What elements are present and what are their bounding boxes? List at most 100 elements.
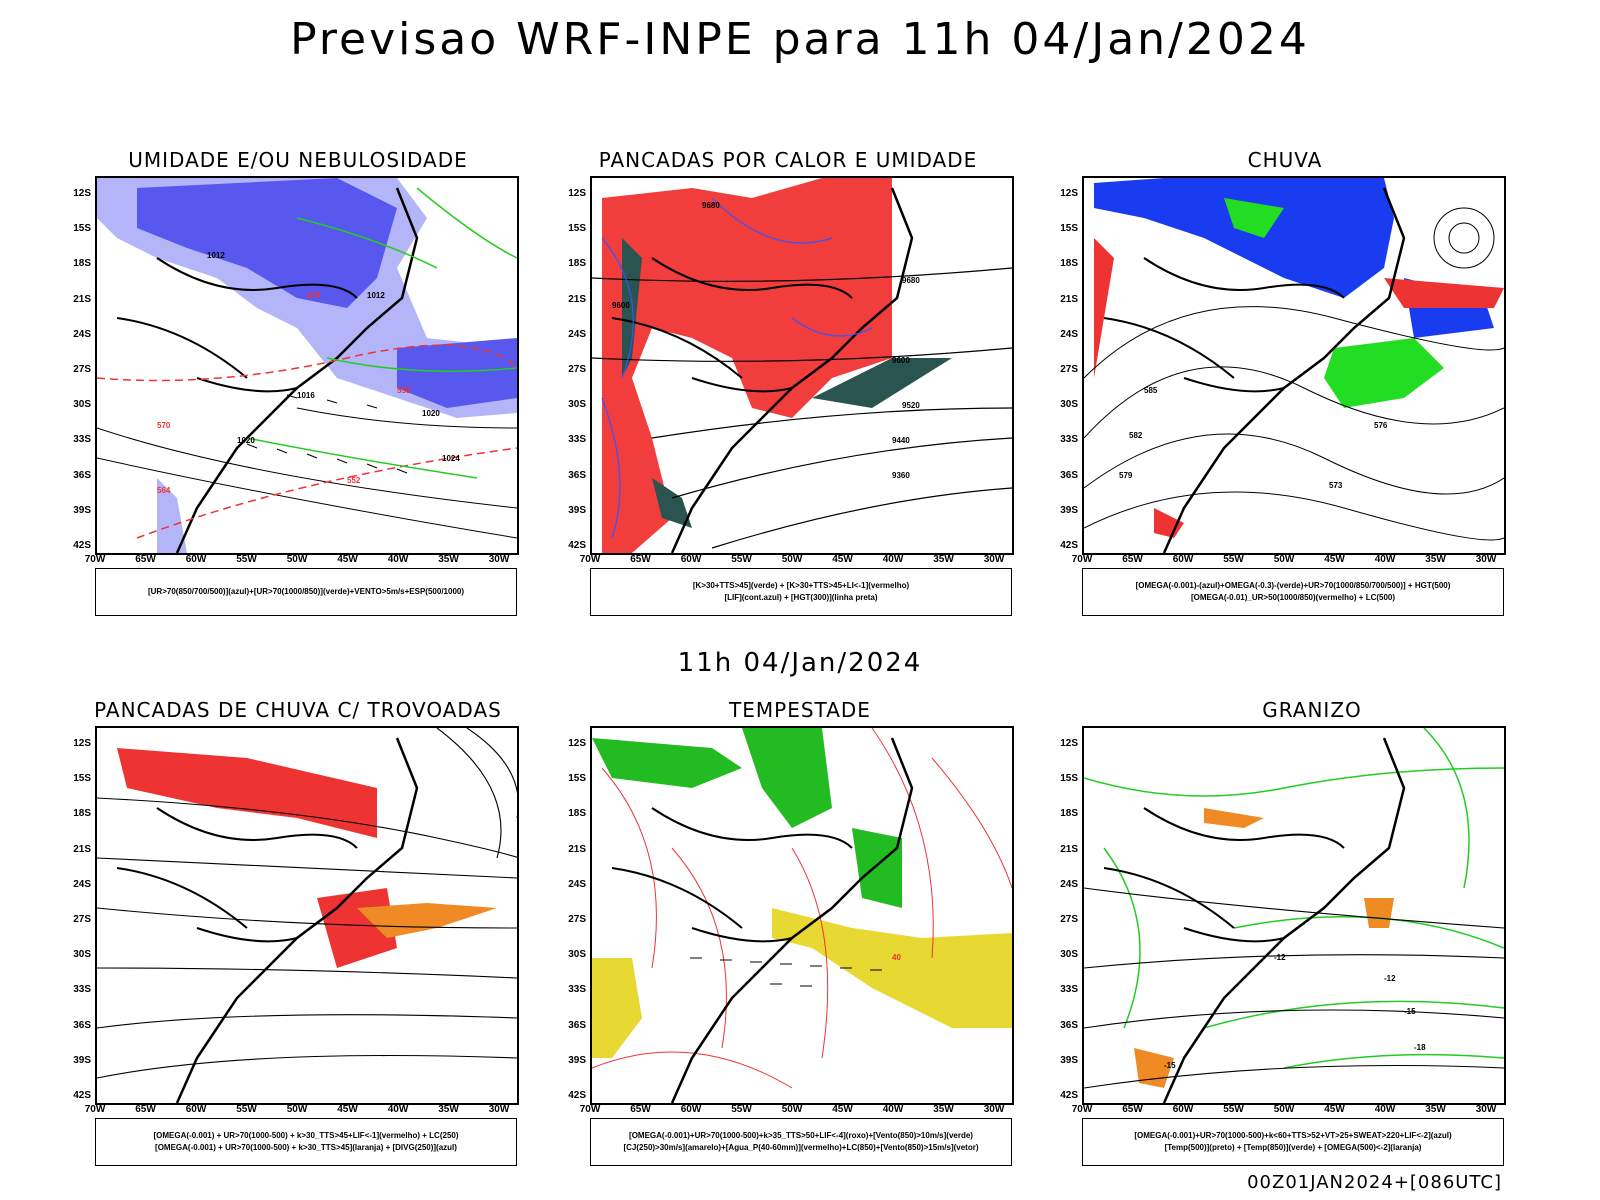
longitude-tick-label: 50W bbox=[1273, 1104, 1295, 1115]
latitude-tick-label: 39S bbox=[1060, 1054, 1078, 1066]
longitude-tick-label: 30W bbox=[983, 1104, 1005, 1115]
map-panel-granizo[interactable]: -12 -15 -18 -15 -12 bbox=[1082, 726, 1506, 1105]
legend-trovoadas: [OMEGA(-0.001) + UR>70(1000-500) + k>30_… bbox=[95, 1118, 517, 1166]
map-panel-trovoadas[interactable] bbox=[95, 726, 519, 1105]
map-panel-tempestade[interactable]: 40 bbox=[590, 726, 1014, 1105]
longitude-tick-label: 65W bbox=[135, 1104, 156, 1115]
longitude-tick-label: 45W bbox=[337, 554, 358, 565]
latitude-tick-label: 39S bbox=[1060, 504, 1078, 516]
longitude-tick-label: 50W bbox=[286, 554, 308, 565]
orange-hail-spots bbox=[1134, 808, 1394, 1088]
contour-label: 582 bbox=[1129, 431, 1143, 440]
legend-pancadas-calor: [K>30+TTS>45](verde) + [K>30+TTS>45+LI<-… bbox=[590, 568, 1012, 616]
longitude-tick-label: 55W bbox=[236, 554, 257, 565]
longitude-tick-label: 40W bbox=[1374, 1104, 1396, 1115]
latitude-tick-label: 36S bbox=[73, 1019, 91, 1031]
isobar-lines bbox=[97, 407, 517, 539]
longitude-tick-label: 45W bbox=[832, 1104, 853, 1115]
latitude-tick-label: 18S bbox=[568, 808, 586, 820]
latitude-tick-label: 30S bbox=[1060, 399, 1078, 411]
latitude-tick-label: 27S bbox=[568, 364, 586, 375]
thickness-red-lines bbox=[97, 344, 517, 539]
contour-label: 1016 bbox=[297, 391, 315, 400]
latitude-tick-label: 30S bbox=[1060, 949, 1078, 961]
latitude-tick-label: 33S bbox=[73, 434, 91, 446]
latitude-tick-label: 33S bbox=[568, 984, 586, 996]
longitude-tick-label: 55W bbox=[731, 1104, 752, 1115]
longitude-tick-label: 30W bbox=[488, 554, 510, 565]
longitude-tick-label: 45W bbox=[337, 1104, 358, 1115]
latitude-tick-label: 15S bbox=[73, 773, 91, 785]
latitude-tick-label: 30S bbox=[73, 949, 91, 961]
latitude-tick-label: 42S bbox=[1060, 1090, 1078, 1101]
longitude-tick-label: 70W bbox=[84, 1104, 106, 1115]
longitude-tick-label: 55W bbox=[236, 1104, 257, 1115]
longitude-tick-label: 40W bbox=[882, 554, 904, 565]
latitude-tick-label: 12S bbox=[568, 188, 586, 199]
contour-label: -15 bbox=[1404, 1007, 1416, 1016]
longitude-tick-label: 50W bbox=[1273, 554, 1295, 565]
longitude-tick-label: 30W bbox=[488, 1104, 510, 1115]
green-contours bbox=[246, 187, 517, 479]
latitude-tick-label: 15S bbox=[1060, 773, 1078, 785]
latitude-tick-label: 42S bbox=[568, 540, 586, 551]
contour-label: -12 bbox=[1274, 953, 1286, 962]
border-lines bbox=[611, 807, 853, 943]
latitude-tick-label: 15S bbox=[1060, 223, 1078, 235]
wind-vectors bbox=[246, 394, 408, 474]
map-panel-chuva[interactable]: 585 582 579 576 573 bbox=[1082, 176, 1506, 555]
green-omega-area bbox=[1224, 198, 1444, 408]
border-lines bbox=[116, 807, 358, 943]
latitude-tick-label: 33S bbox=[73, 984, 91, 996]
latitude-tick-label: 27S bbox=[568, 914, 586, 925]
legend-tempestade: [OMEGA(-0.001)+UR>70(1000-500)+k>35_TTS>… bbox=[590, 1118, 1012, 1166]
latitude-tick-label: 18S bbox=[73, 258, 91, 270]
latitude-tick-label: 36S bbox=[1060, 469, 1078, 481]
longitude-tick-label: 35W bbox=[933, 554, 954, 565]
latitude-tick-label: 39S bbox=[73, 1054, 91, 1066]
contour-label: 9680 bbox=[902, 276, 920, 285]
latitude-tick-label: 12S bbox=[1060, 188, 1078, 199]
lif-blue-contours bbox=[601, 197, 873, 539]
latitude-tick-label: 42S bbox=[568, 1090, 586, 1101]
contour-label: -18 bbox=[1414, 1043, 1426, 1052]
contour-label: 40 bbox=[892, 953, 901, 962]
longitude-tick-label: 40W bbox=[882, 1104, 904, 1115]
contour-label: 579 bbox=[1119, 471, 1133, 480]
contour-label: 9520 bbox=[902, 401, 920, 410]
longitude-tick-label: 50W bbox=[781, 554, 803, 565]
longitude-tick-label: 55W bbox=[1223, 554, 1244, 565]
latitude-tick-label: 27S bbox=[1060, 914, 1078, 925]
longitude-tick-label: 30W bbox=[1475, 1104, 1497, 1115]
contour-label: 1024 bbox=[442, 454, 460, 463]
humidity-blue-south bbox=[157, 478, 187, 553]
longitude-tick-label: 65W bbox=[1122, 554, 1143, 565]
map-panel-umidade[interactable]: 1012 1012 1016 1020 1020 1024 576 570 56… bbox=[95, 176, 519, 555]
map-panel-pancadas-calor[interactable]: 9680 9680 9600 9600 9520 9440 9360 bbox=[590, 176, 1014, 555]
latitude-tick-label: 27S bbox=[73, 364, 91, 375]
latitude-tick-label: 33S bbox=[1060, 984, 1078, 996]
longitude-tick-label: 45W bbox=[1324, 554, 1345, 565]
legend-umidade: [UR>70(850/700/500)](azul)+[UR>70(1000/8… bbox=[95, 568, 517, 616]
longitude-tick-label: 35W bbox=[438, 1104, 459, 1115]
humidity-darkblue-area bbox=[137, 178, 397, 308]
contour-label: 9680 bbox=[702, 201, 720, 210]
contour-label: 9600 bbox=[892, 356, 910, 365]
latitude-tick-label: 30S bbox=[568, 399, 586, 411]
red-instability-area bbox=[602, 178, 892, 553]
mid-title: 11h 04/Jan/2024 bbox=[677, 648, 923, 678]
longitude-tick-label: 60W bbox=[680, 554, 702, 565]
latitude-tick-label: 36S bbox=[1060, 1019, 1078, 1031]
longitude-tick-label: 70W bbox=[1071, 1104, 1093, 1115]
latitude-tick-label: 36S bbox=[568, 469, 586, 481]
longitude-tick-label: 65W bbox=[630, 554, 651, 565]
border-lines bbox=[1103, 807, 1345, 943]
latitude-tick-label: 18S bbox=[73, 808, 91, 820]
latitude-tick-label: 21S bbox=[73, 843, 91, 855]
longitude-tick-label: 60W bbox=[185, 1104, 207, 1115]
panel-title-pancadas-calor: PANCADAS POR CALOR E UMIDADE bbox=[598, 148, 978, 172]
longitude-tick-label: 60W bbox=[1172, 1104, 1194, 1115]
longitude-tick-label: 50W bbox=[781, 1104, 803, 1115]
latitude-tick-label: 39S bbox=[568, 1054, 586, 1066]
longitude-tick-label: 35W bbox=[438, 554, 459, 565]
